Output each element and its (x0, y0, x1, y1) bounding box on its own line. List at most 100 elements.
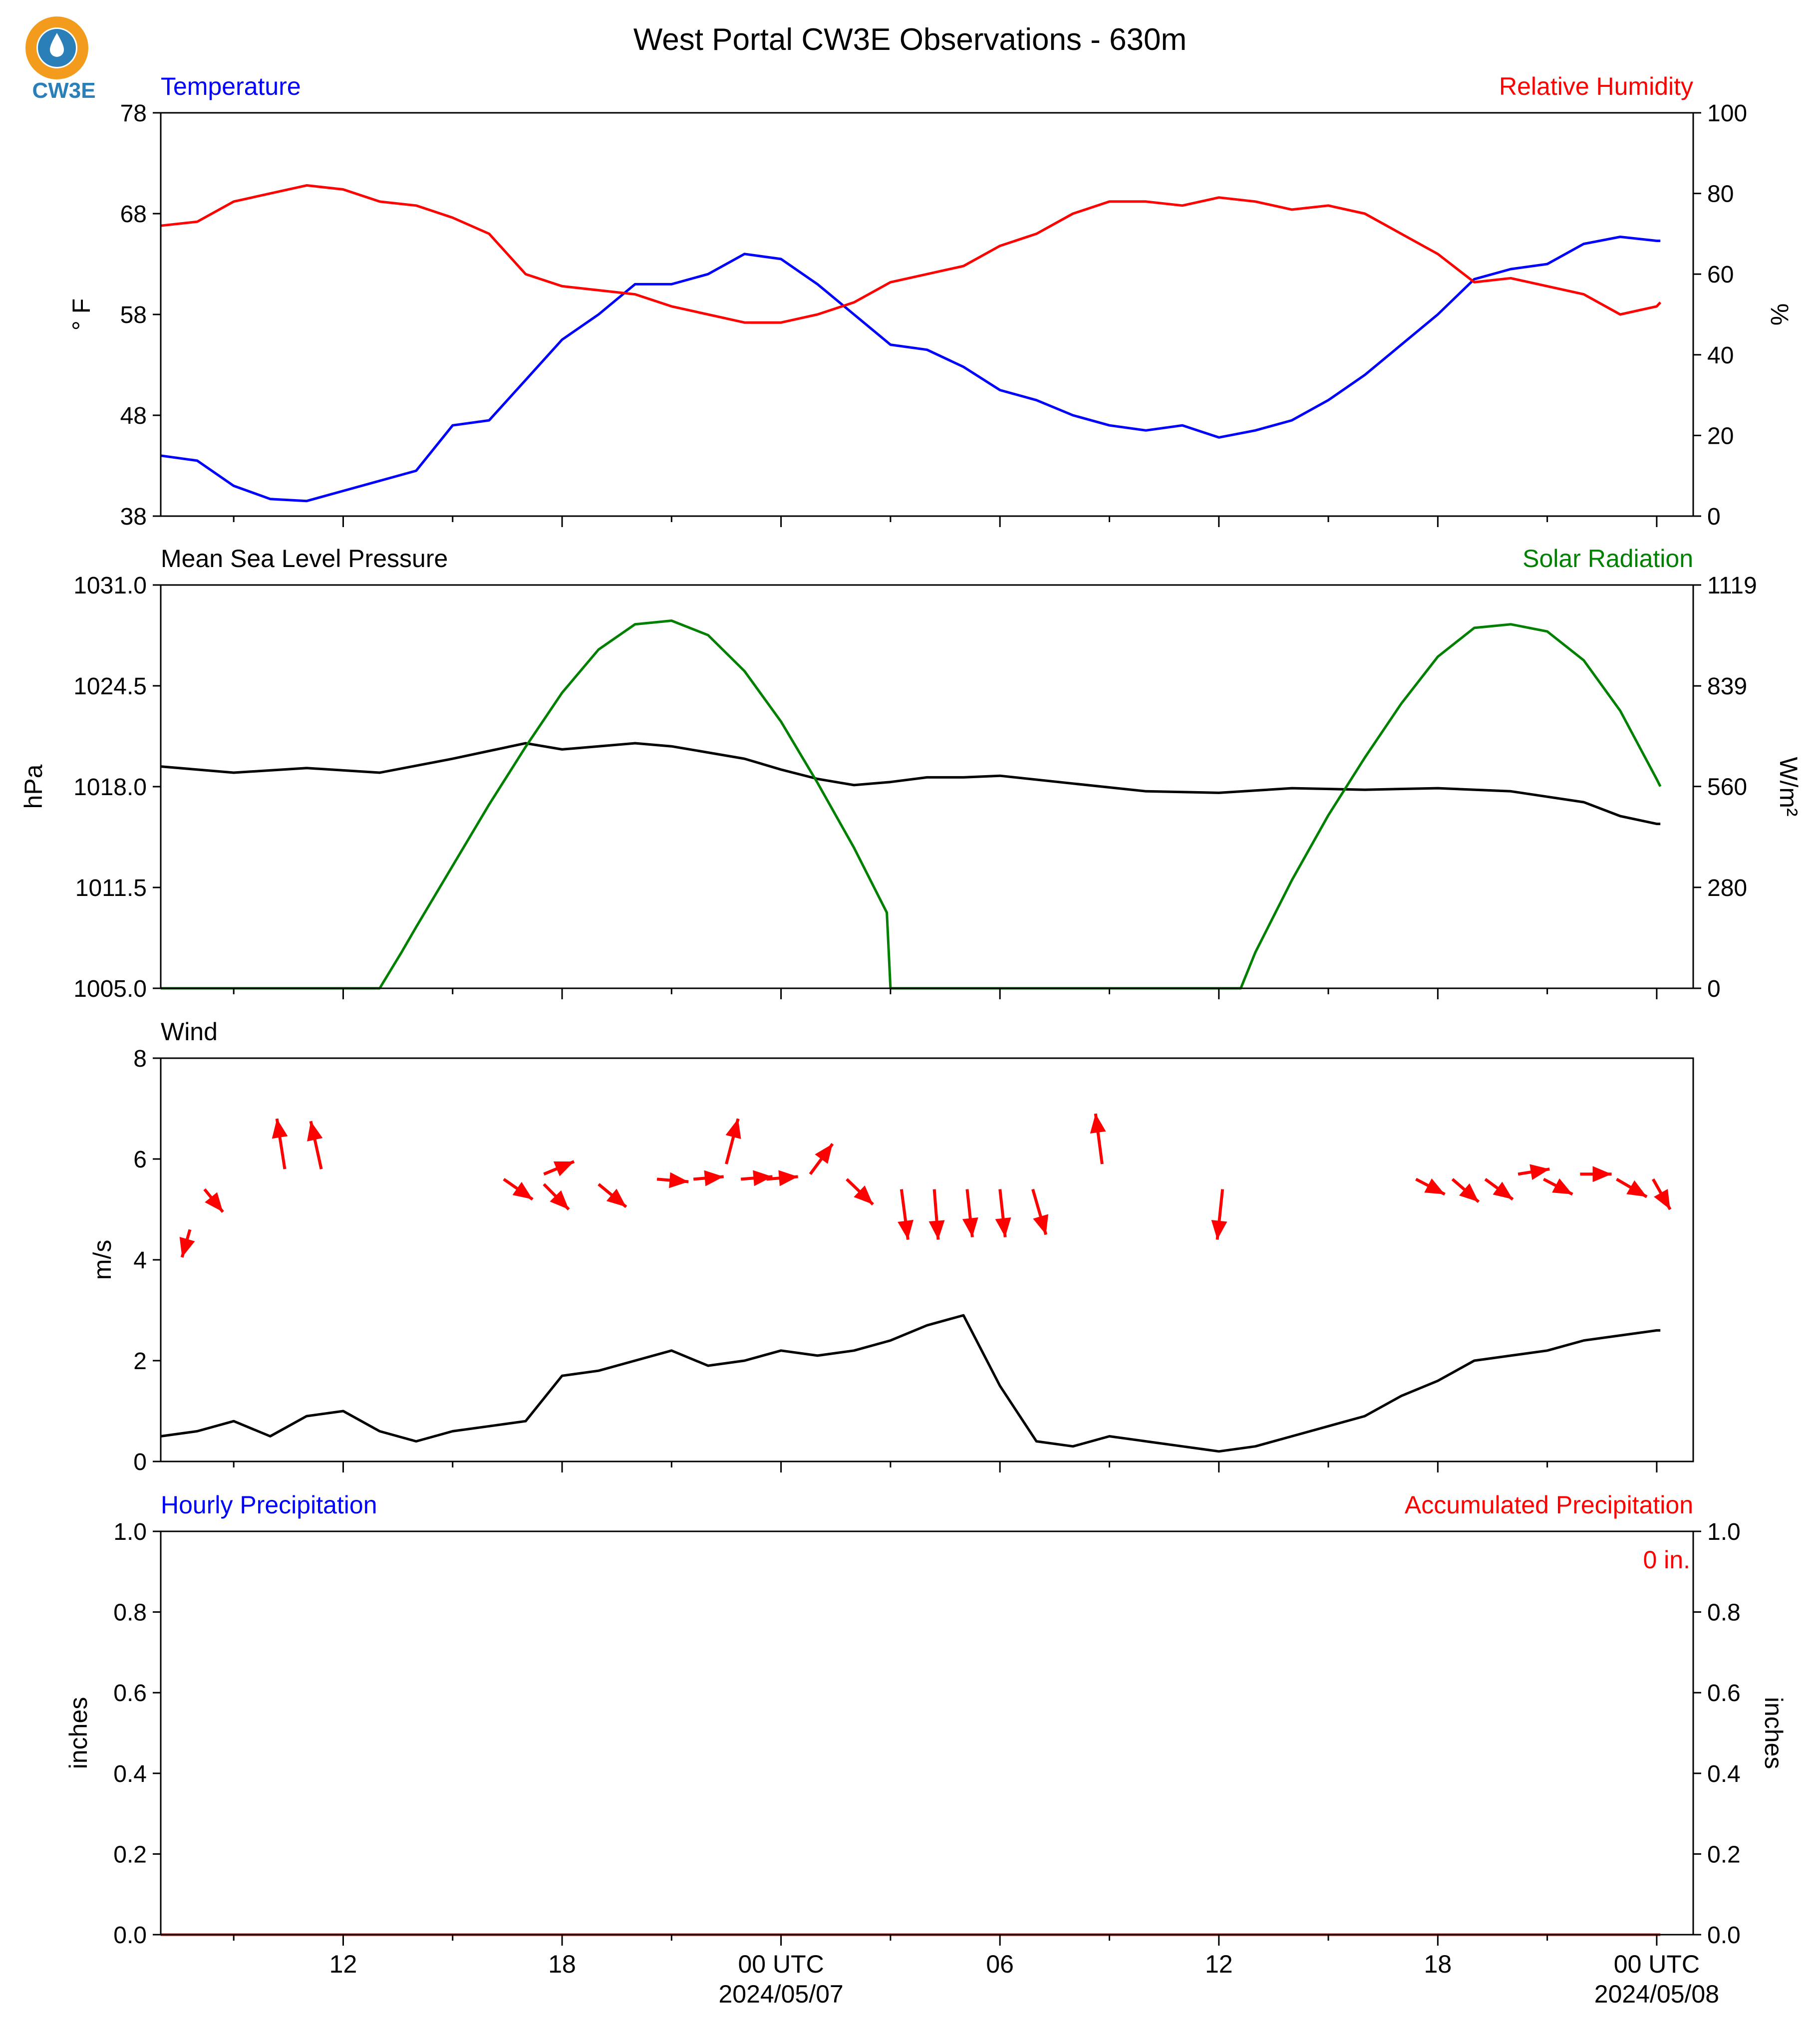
wind-arrow-head (512, 1181, 533, 1199)
panel-pressure-solar: Mean Sea Level Pressure Solar Radiation … (19, 545, 1803, 1002)
x-tick-label: 00 UTC (738, 1950, 824, 1978)
wind-arrow-head (995, 1217, 1011, 1237)
wind-arrow (962, 1189, 978, 1237)
wind-arrow (598, 1183, 627, 1208)
wind-arrow-head (778, 1170, 798, 1186)
wind-arrow (928, 1189, 945, 1240)
y-tick-label-right: 20 (1707, 423, 1734, 449)
wind-arrow-head (704, 1170, 724, 1186)
series-line-wind (160, 1314, 1661, 1453)
wind-arrow (179, 1229, 195, 1258)
wind-arrow (1031, 1188, 1049, 1235)
x-tick-label: 12 (329, 1950, 357, 1978)
panel4-right-title: Accumulated Precipitation (1405, 1491, 1693, 1519)
x-tick-label: 00 UTC (1614, 1950, 1700, 1978)
wind-arrow-head (1626, 1180, 1647, 1197)
panel4-frame (160, 1530, 1694, 1936)
y-tick-label-right: 0.4 (1707, 1761, 1741, 1787)
y-tick-label-right: 60 (1707, 262, 1734, 288)
wind-arrow (543, 1183, 570, 1211)
wind-arrow (1415, 1177, 1446, 1196)
wind-arrow-head (1493, 1181, 1513, 1199)
y-tick-label-left: 1024.5 (73, 673, 147, 700)
y-tick-label-right: 560 (1707, 774, 1747, 801)
wind-arrow-head (962, 1217, 978, 1237)
y-tick-label-left: 68 (120, 201, 147, 228)
y-tick-label-right: 80 (1707, 181, 1734, 208)
y-tick-label-right: 0 (1707, 504, 1721, 530)
wind-arrow-head (307, 1121, 323, 1142)
y-tick-label-right: 100 (1707, 100, 1747, 127)
series-line-relative-humidity (160, 184, 1662, 324)
wind-arrow-head (725, 1119, 741, 1140)
wind-arrow-head (1090, 1114, 1106, 1134)
wind-arrow (503, 1177, 534, 1201)
wind-arrow (203, 1188, 224, 1213)
y-tick-label-right: 0.6 (1707, 1680, 1741, 1707)
y-tick-label-left: 2 (133, 1348, 147, 1375)
wind-arrow-head (550, 1190, 569, 1209)
panel1-ylabel-right: % (1766, 303, 1794, 325)
panel3-left-title: Wind (161, 1018, 218, 1046)
chart-title: West Portal CW3E Observations - 630m (633, 22, 1187, 57)
wind-arrow (1484, 1177, 1514, 1201)
panel2-ylabel-right: W/m² (1775, 757, 1803, 816)
wind-arrow (307, 1121, 323, 1169)
y-tick-label-left: 0.6 (113, 1680, 147, 1707)
logo-text: CW3E (32, 78, 95, 103)
panel4-annotation: 0 in. (1643, 1546, 1690, 1574)
y-tick-label-left: 0 (133, 1449, 147, 1475)
wind-arrow (725, 1118, 741, 1164)
panel2-ylabel-left: hPa (19, 764, 47, 809)
panel2-left-title: Mean Sea Level Pressure (161, 545, 448, 573)
wind-arrow (846, 1178, 874, 1206)
y-tick-label-left: 0.2 (113, 1841, 147, 1868)
y-tick-label-left: 78 (120, 100, 147, 127)
y-tick-label-left: 38 (120, 504, 147, 530)
wind-arrow-head (179, 1237, 195, 1257)
panel3-ylabel-left: m/s (88, 1240, 116, 1280)
wind-arrow-head (1459, 1183, 1479, 1202)
wind-arrow-head (1654, 1189, 1670, 1209)
wind-arrow (809, 1143, 834, 1175)
y-tick-label-right: 839 (1707, 673, 1747, 700)
wind-arrow (740, 1170, 773, 1186)
wind-arrow (766, 1170, 798, 1186)
wind-arrow-head (1592, 1166, 1612, 1182)
x-date-label: 2024/05/08 (1594, 1980, 1719, 2008)
panel2-right-title: Solar Radiation (1522, 545, 1693, 573)
wind-arrow (656, 1172, 689, 1188)
panel1-ylabel-left: ° F (67, 298, 95, 330)
y-tick-label-right: 0.0 (1707, 1922, 1741, 1949)
panel-precipitation: Hourly Precipitation Accumulated Precipi… (64, 1491, 1788, 2008)
y-tick-label-left: 0.8 (113, 1600, 147, 1626)
x-date-label: 2024/05/07 (718, 1980, 843, 2008)
wind-arrow (543, 1160, 575, 1176)
wind-arrow-head (553, 1161, 575, 1176)
y-tick-label-left: 4 (133, 1247, 147, 1274)
x-tick-label: 18 (548, 1950, 576, 1978)
y-tick-label-right: 0 (1707, 976, 1721, 1002)
panel4-ylabel-left: inches (64, 1697, 92, 1769)
wind-arrow-head (272, 1119, 288, 1139)
y-tick-label-right: 0.8 (1707, 1600, 1741, 1626)
wind-arrow (1615, 1177, 1648, 1198)
wind-arrow (272, 1118, 288, 1169)
wind-arrow (1090, 1113, 1106, 1164)
y-tick-label-left: 1.0 (113, 1519, 147, 1545)
wind-arrow (1542, 1177, 1573, 1196)
logo-drop-icon (50, 33, 64, 57)
wind-arrow-head (1424, 1178, 1445, 1194)
series-line-mean-sea-level-pressure (160, 742, 1661, 826)
wind-arrow-head (815, 1144, 833, 1164)
y-tick-label-left: 6 (133, 1147, 147, 1173)
cw3e-logo: CW3E (25, 16, 96, 103)
panel-temperature-humidity: Temperature Relative Humidity 38 48 58 68 78… (67, 72, 1794, 530)
panel1-left-title: Temperature (161, 72, 301, 100)
y-tick-label-right: 1.0 (1707, 1519, 1741, 1545)
y-tick-label-left: 8 (133, 1046, 147, 1072)
y-tick-label-left: 1005.0 (73, 976, 147, 1002)
y-tick-label-left: 58 (120, 302, 147, 328)
wind-arrow (693, 1170, 724, 1186)
